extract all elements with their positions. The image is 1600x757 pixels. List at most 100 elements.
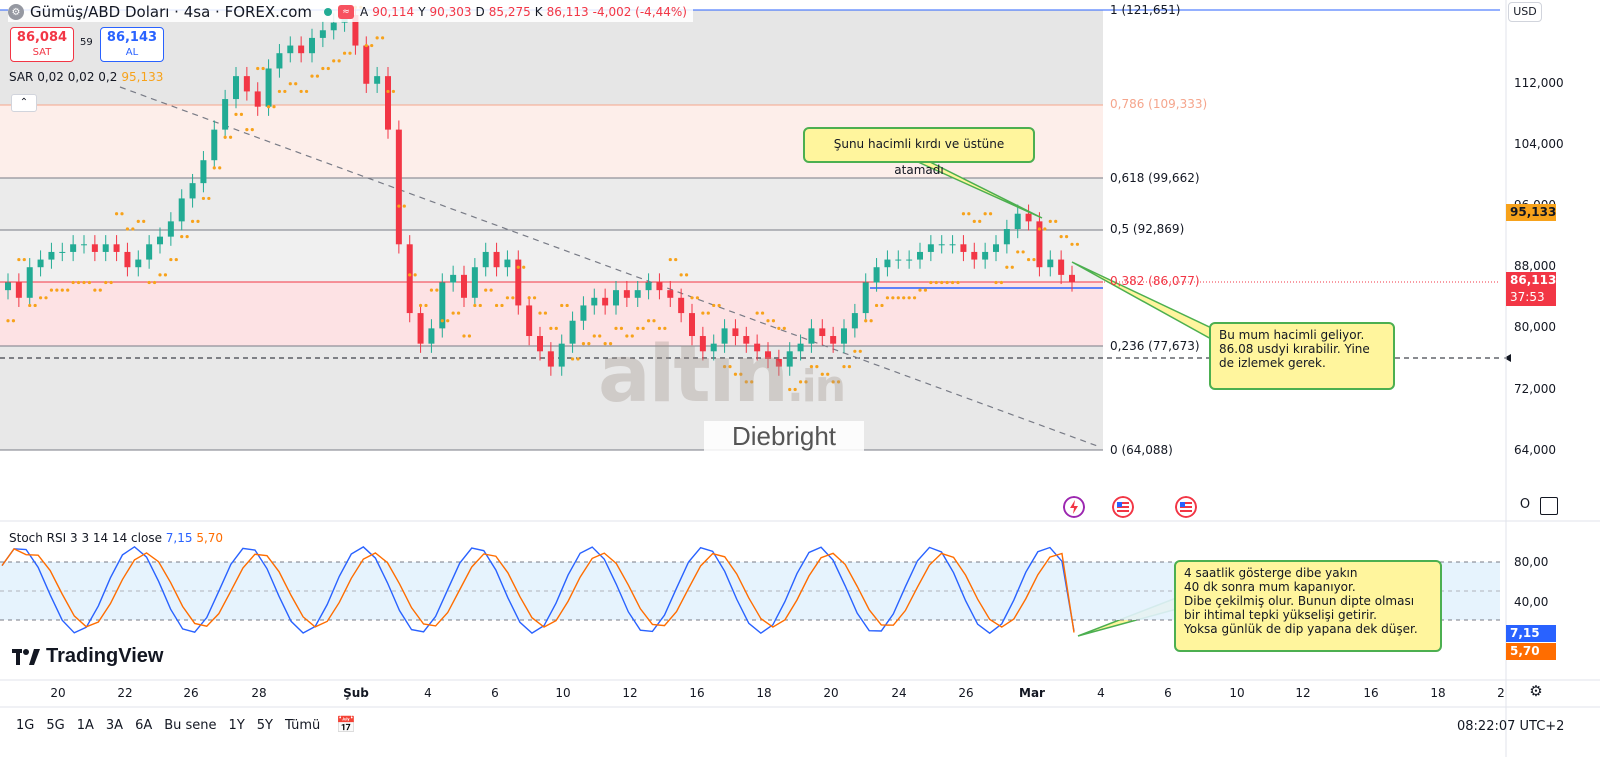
candle-body xyxy=(721,328,728,344)
sar-dot xyxy=(581,342,586,346)
callout-top[interactable]: Şunu hacimli kırdı ve üstüne atamadı xyxy=(803,127,1035,177)
sar-dot xyxy=(55,288,59,292)
candle-body xyxy=(385,76,391,130)
tradingview-logo[interactable]: TradingView xyxy=(12,645,163,668)
period-6a[interactable]: 6A xyxy=(135,718,153,733)
sar-dot xyxy=(836,380,841,384)
candle-body xyxy=(960,244,967,252)
sar-dot xyxy=(473,303,477,308)
sar-dot xyxy=(929,280,933,285)
sar-dot xyxy=(440,319,444,323)
sar-price-tag: 95,133 xyxy=(1506,204,1556,221)
candle-body xyxy=(1058,259,1065,275)
time-tick: 18 xyxy=(1430,686,1446,700)
sar-dot xyxy=(684,273,689,277)
us-flag-event-icon-1[interactable] xyxy=(1112,496,1134,518)
candle-body xyxy=(124,251,131,268)
lightning-event-icon[interactable] xyxy=(1063,496,1085,518)
sar-value: 95,133 xyxy=(121,70,164,84)
sar-dot xyxy=(636,326,640,330)
sar-dot xyxy=(695,296,700,300)
sar-dot xyxy=(576,357,580,361)
candle-body xyxy=(5,282,11,291)
sar-dot xyxy=(408,273,412,277)
collapse-legend-button[interactable]: ⌃ xyxy=(11,94,37,112)
sar-dot xyxy=(397,204,401,208)
sar-dot xyxy=(717,303,721,308)
sar-dots-layer xyxy=(6,5,1080,392)
candle-body xyxy=(37,259,44,268)
sar-dot xyxy=(864,319,868,323)
sar-dot xyxy=(804,380,808,384)
stoch-label: Stoch RSI 3 3 14 14 close xyxy=(9,531,162,545)
time-tick: 22 xyxy=(117,686,133,700)
sar-dot xyxy=(212,166,216,170)
sar-dot xyxy=(60,288,64,292)
candle-body xyxy=(699,336,706,352)
currency-selector[interactable]: USD xyxy=(1508,2,1542,22)
clock[interactable]: 08:22:07 UTC+2 xyxy=(1457,719,1565,734)
maximize-pane-icon[interactable] xyxy=(1540,497,1558,515)
sar-dot xyxy=(690,296,694,300)
symbol-title[interactable]: Gümüş/ABD Doları · 4sa · FOREX.com xyxy=(30,3,312,21)
buy-price: 86,143 xyxy=(106,30,158,45)
sar-legend[interactable]: SAR 0,02 0,02 0,2 95,133 xyxy=(9,70,163,84)
sar-dot xyxy=(223,135,227,139)
price-tick: 104,000 xyxy=(1514,137,1564,151)
period-1g[interactable]: 1G xyxy=(16,718,35,733)
sar-dot xyxy=(28,303,32,308)
time-tick: 6 xyxy=(1164,686,1172,700)
candle-timer-tag: 37:53 xyxy=(1506,289,1556,306)
sar-dot xyxy=(500,303,504,308)
sar-dot xyxy=(256,66,260,71)
stoch-legend[interactable]: Stoch RSI 3 3 14 14 close 7,15 5,70 xyxy=(9,531,223,545)
candle-body xyxy=(938,244,945,246)
candle-body xyxy=(526,305,533,337)
candle-body xyxy=(233,76,239,100)
time-tick: 4 xyxy=(424,686,432,700)
o-button[interactable]: O xyxy=(1519,497,1531,512)
sar-dot xyxy=(793,387,797,392)
sar-dot xyxy=(125,227,130,231)
sar-dot xyxy=(76,280,81,285)
period-5y[interactable]: 5Y xyxy=(256,718,273,733)
candle-body xyxy=(374,76,381,84)
sar-dot xyxy=(532,296,537,300)
candle-body xyxy=(222,99,229,130)
period-3a[interactable]: 3A xyxy=(105,718,124,733)
period-1a[interactable]: 1A xyxy=(76,718,94,733)
callout-middle[interactable]: Bu mum hacimli geliyor. 86.08 usdyi kıra… xyxy=(1209,322,1395,390)
candles-layer xyxy=(5,5,1075,376)
sar-dot xyxy=(451,311,455,315)
candle-body xyxy=(602,297,609,306)
time-tick: 12 xyxy=(622,686,638,700)
candle-body xyxy=(949,244,956,246)
sar-dot xyxy=(136,219,140,223)
sar-dot xyxy=(418,303,423,308)
time-tick: 24 xyxy=(891,686,907,700)
time-tick: Şub xyxy=(343,686,369,700)
period-ytd[interactable]: Bu sene xyxy=(164,718,217,733)
sar-dot xyxy=(592,334,596,338)
sar-dot xyxy=(869,319,873,323)
sar-dot xyxy=(646,319,651,323)
sar-dot xyxy=(435,288,439,292)
sar-dot xyxy=(972,219,976,223)
callout-bottom[interactable]: 4 saatlik gösterge dibe yakın 40 dk sonr… xyxy=(1174,560,1442,652)
gear-icon[interactable]: ⚙ xyxy=(1529,682,1543,700)
sar-dot xyxy=(543,311,548,315)
sell-button[interactable]: 86,084 SAT xyxy=(10,27,74,62)
us-flag-event-icon-2[interactable] xyxy=(1175,496,1197,518)
symbol-legend[interactable]: ⚙ Gümüş/ABD Doları · 4sa · FOREX.com ≈ A… xyxy=(8,2,693,22)
time-tick: 16 xyxy=(1363,686,1379,700)
period-1y[interactable]: 1Y xyxy=(228,718,245,733)
calendar-icon[interactable]: 📅 xyxy=(336,715,356,734)
candle-body xyxy=(287,45,294,54)
time-tick: 18 xyxy=(756,686,772,700)
period-all[interactable]: Tümü xyxy=(284,718,321,733)
period-5g[interactable]: 5G xyxy=(46,718,65,733)
sar-dot xyxy=(1054,219,1058,223)
candle-body xyxy=(1003,229,1010,245)
buy-button[interactable]: 86,143 AL xyxy=(100,27,164,62)
